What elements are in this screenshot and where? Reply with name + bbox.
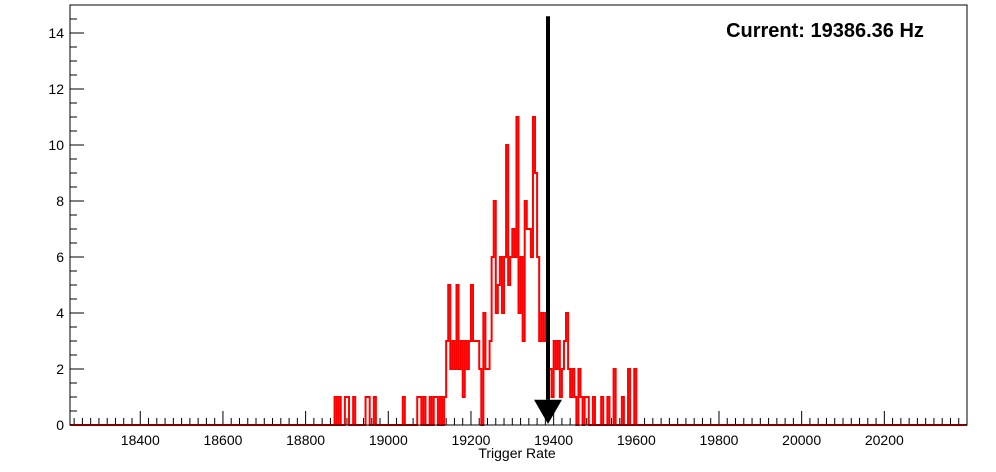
x-tick-label: 19000 <box>369 432 408 448</box>
x-tick-label: 19200 <box>451 432 490 448</box>
x-tick-label: 19800 <box>700 432 739 448</box>
y-tick-label: 0 <box>56 417 64 433</box>
x-tick-label: 19600 <box>617 432 656 448</box>
y-tick-label: 14 <box>48 25 64 41</box>
y-tick-label: 10 <box>48 137 64 153</box>
x-tick-label: 20000 <box>782 432 821 448</box>
x-tick-label: 20200 <box>865 432 904 448</box>
x-tick-label: 19400 <box>534 432 573 448</box>
y-tick-label: 6 <box>56 249 64 265</box>
x-tick-label: 18400 <box>121 432 160 448</box>
y-axis-ticks: 0 2 4 6 8 10 12 14 <box>48 4 84 433</box>
y-tick-label: 8 <box>56 193 64 209</box>
x-axis-ticks: 18400 18600 18800 19000 19200 19400 19600 19800… <box>73 411 968 448</box>
current-value-marker-arrowhead <box>533 399 562 424</box>
y-tick-label: 4 <box>56 305 64 321</box>
x-axis-label: Trigger Rate <box>478 445 556 461</box>
histogram-outline <box>70 116 967 426</box>
current-rate-annotation: Current: 19386.36 Hz <box>726 20 924 42</box>
plot-frame <box>69 4 968 426</box>
x-tick-label: 18800 <box>286 432 325 448</box>
y-tick-label: 2 <box>56 361 64 377</box>
x-tick-label: 18600 <box>203 432 242 448</box>
y-tick-label: 12 <box>48 81 64 97</box>
